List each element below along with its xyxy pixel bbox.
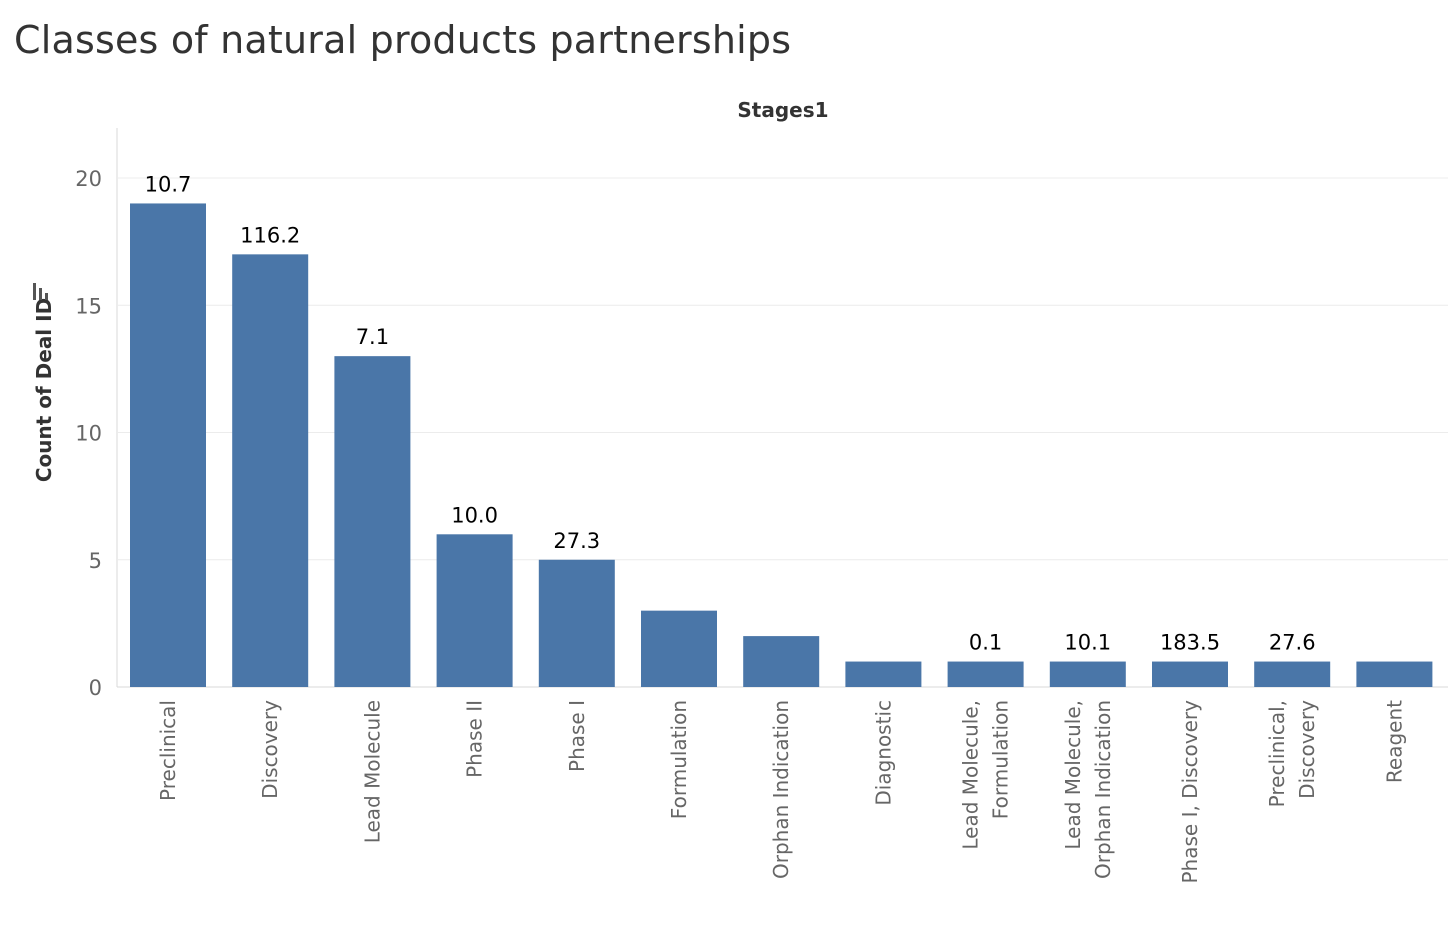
data-label: 10.0 [451,503,498,527]
bar[interactable] [334,356,411,687]
data-label: 27.3 [553,529,600,553]
data-label: 10.1 [1064,631,1111,655]
bar[interactable] [641,610,717,687]
y-tick-label: 0 [89,676,102,700]
x-category-label: Formulation [667,700,691,819]
x-category-label-line: Phase I [565,700,589,772]
y-tick-label: 5 [89,549,102,573]
data-label: 183.5 [1160,631,1220,655]
data-labels: 10.7 116.2 7.1 10.0 27.3 0.1 10.1 183.5 27.6 [145,172,1316,654]
x-category-label: Lead Molecule [360,700,384,843]
bar[interactable] [743,636,820,687]
x-category-label-line: Phase I, Discovery [1178,700,1202,884]
data-label: 116.2 [240,223,300,247]
data-label: 27.6 [1269,631,1316,655]
x-category-label: Phase I [565,700,589,772]
x-category-label-line: Lead Molecule, [1061,700,1085,850]
x-category-label: Diagnostic [871,700,895,806]
x-category-label-line: Diagnostic [871,700,895,806]
x-axis-title: Stages1 [737,98,828,122]
x-category-label-line: Lead Molecule [360,700,384,843]
bar[interactable] [436,534,513,687]
x-category-label: Phase I, Discovery [1178,700,1202,884]
y-axis-title: Count of Deal ID [32,298,56,482]
bar[interactable] [232,254,309,687]
x-category-label-line: Formulation [667,700,691,819]
y-axis-ticks: 0 5 10 15 20 [75,167,102,700]
gridlines [116,128,1448,688]
data-label: 7.1 [356,325,389,349]
bar[interactable] [1254,661,1331,687]
data-label: 10.7 [145,172,192,196]
bar[interactable] [845,661,922,687]
x-category-label-line: Reagent [1382,700,1406,783]
x-category-label-line: Lead Molecule, [959,700,983,850]
bar[interactable] [947,661,1024,687]
x-category-label-line: Phase II [463,700,487,778]
y-tick-label: 10 [75,422,102,446]
x-category-label-line: Orphan Indication [769,700,793,879]
bar[interactable] [1152,661,1228,687]
x-category-label: Preclinical [156,700,180,801]
x-category-label: Lead Molecule, Formulation [959,700,1013,850]
x-category-label-line: Preclinical [156,700,180,801]
bar[interactable] [130,203,206,687]
x-axis-categories: Preclinical Discovery Lead Molecule Phase I… [156,700,1406,884]
x-category-label: Lead Molecule, Orphan Indication [1061,700,1115,879]
x-category-label: Orphan Indication [769,700,793,879]
y-tick-label: 15 [75,294,102,318]
data-label: 0.1 [969,631,1002,655]
bars [130,203,1433,687]
y-tick-label: 20 [75,167,102,191]
x-category-label-line: Orphan Indication [1091,700,1115,879]
bar[interactable] [1049,661,1126,687]
x-category-label: Discovery [258,700,282,799]
sort-descending-icon[interactable] [33,283,48,300]
x-category-label-line: Formulation [989,700,1013,819]
bar[interactable] [1356,661,1433,687]
x-category-label-line: Discovery [1295,700,1319,799]
x-category-label-line: Discovery [258,700,282,799]
x-category-label: Phase II [463,700,487,778]
bar[interactable] [538,559,615,687]
x-category-label: Reagent [1382,700,1406,783]
x-category-label: Preclinical, Discovery [1265,700,1319,807]
chart-title: Classes of natural products partnerships [14,18,792,62]
x-category-label-line: Preclinical, [1265,700,1289,807]
